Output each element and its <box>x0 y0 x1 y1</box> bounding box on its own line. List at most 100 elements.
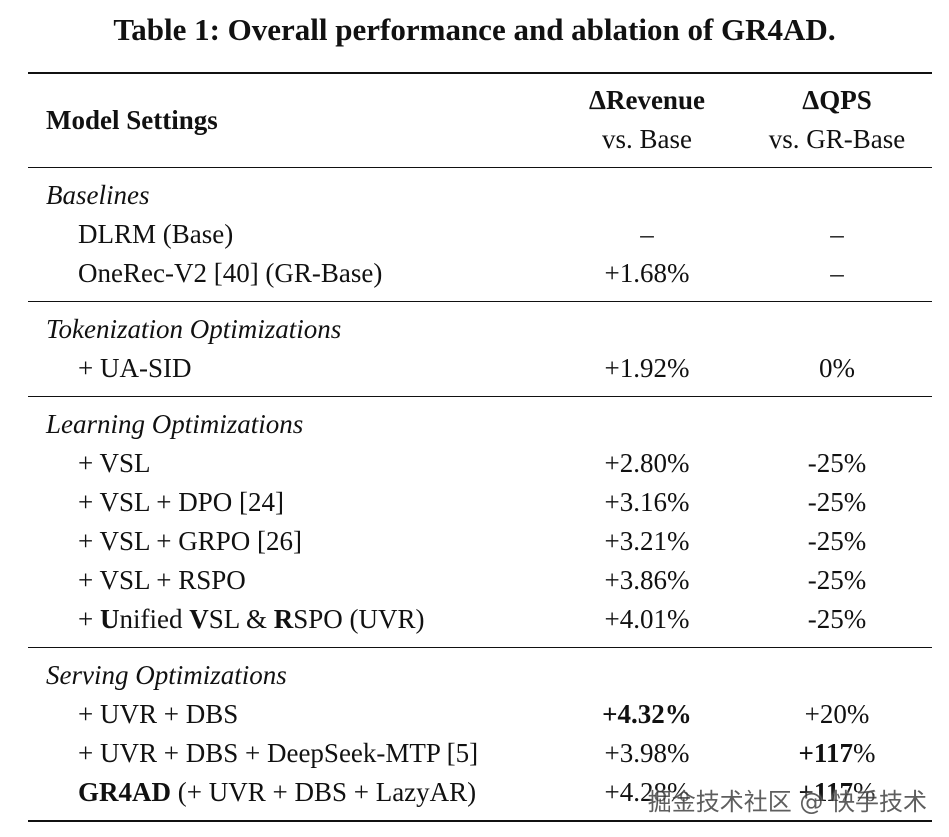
model-cell: OneRec-V2 [40] (GR-Base) <box>28 254 552 302</box>
model-cell: GR4AD (+ UVR + DBS + LazyAR) <box>28 773 552 821</box>
value-cell: – <box>742 254 932 302</box>
cell-text: (+ UVR + DBS + LazyAR) <box>171 776 477 807</box>
table-section: Serving Optimizations + UVR + DBS +4.32% +2… <box>28 647 932 821</box>
value-cell: +3.16% <box>552 483 742 522</box>
table-row: OneRec-V2 [40] (GR-Base) +1.68% – <box>28 254 932 302</box>
cell-text: % <box>852 737 876 768</box>
cell-text: 0% <box>819 352 855 383</box>
model-cell: + VSL + GRPO [26] <box>28 522 552 561</box>
table: Model Settings ΔRevenue vs. Base ΔQPS vs. … <box>28 72 932 822</box>
cell-text: +4.01% <box>604 603 690 634</box>
table-row: + UA-SID +1.92% 0% <box>28 349 932 397</box>
model-cell: + UA-SID <box>28 349 552 397</box>
table-header: Model Settings ΔRevenue vs. Base ΔQPS vs. … <box>28 73 932 167</box>
section-name: Baselines <box>46 179 150 210</box>
cell-text: -25% <box>807 564 867 595</box>
cell-text: – <box>640 218 654 249</box>
section-row: Baselines <box>28 167 932 215</box>
cell-text: DLRM (Base) <box>78 218 234 249</box>
table-section: Baselines DLRM (Base) – – OneRec-V2 [40] (GR… <box>28 167 932 301</box>
header-reference: vs. GR-Base <box>768 124 906 155</box>
cell-text: GR4AD <box>78 776 171 807</box>
value-cell: +117% <box>742 734 932 773</box>
table-row: + VSL + RSPO +3.86% -25% <box>28 561 932 600</box>
value-cell: -25% <box>742 444 932 483</box>
header-metric: ΔQPS <box>802 85 872 116</box>
value-cell: – <box>552 215 742 254</box>
cell-text: + UA-SID <box>78 352 192 383</box>
value-cell: +4.01% <box>552 600 742 648</box>
header-cell: ΔQPS vs. GR-Base <box>742 73 932 167</box>
header-reference: vs. Base <box>602 124 692 155</box>
cell-text: – <box>830 218 844 249</box>
cell-text: + <box>78 603 100 634</box>
table-section: Tokenization Optimizations + UA-SID +1.92%… <box>28 301 932 396</box>
table-row: + VSL + GRPO [26] +3.21% -25% <box>28 522 932 561</box>
cell-text: + VSL + RSPO <box>78 564 246 595</box>
table-row: GR4AD (+ UVR + DBS + LazyAR) +4.28% +117% <box>28 773 932 821</box>
header-metric: ΔRevenue <box>589 85 705 116</box>
cell-text: V <box>189 603 209 634</box>
cell-text: +3.86% <box>604 564 690 595</box>
value-cell: -25% <box>742 483 932 522</box>
cell-text: + UVR + DBS + DeepSeek-MTP [5] <box>78 737 479 768</box>
cell-text: -25% <box>807 603 867 634</box>
value-cell: +4.32% <box>552 695 742 734</box>
model-cell: DLRM (Base) <box>28 215 552 254</box>
value-cell: +1.68% <box>552 254 742 302</box>
cell-text: % <box>852 776 876 807</box>
value-cell: +20% <box>742 695 932 734</box>
cell-text: U <box>99 603 120 634</box>
header-cell: Model Settings <box>46 104 218 135</box>
cell-text: R <box>273 603 294 634</box>
value-cell: -25% <box>742 561 932 600</box>
model-cell: + VSL + RSPO <box>28 561 552 600</box>
value-cell: 0% <box>742 349 932 397</box>
cell-text: + VSL + GRPO [26] <box>78 525 302 556</box>
cell-text: SPO (UVR) <box>293 603 425 634</box>
cell-text: +1.68% <box>604 257 690 288</box>
model-cell: + VSL <box>28 444 552 483</box>
value-cell: – <box>742 215 932 254</box>
cell-text: +3.98% <box>604 737 690 768</box>
cell-text: + VSL <box>78 447 151 478</box>
section-row: Learning Optimizations <box>28 396 932 444</box>
header-row: Model Settings ΔRevenue vs. Base ΔQPS vs. … <box>28 73 932 167</box>
cell-text: +20% <box>804 698 870 729</box>
cell-text: -25% <box>807 525 867 556</box>
cell-text: + VSL + DPO [24] <box>78 486 284 517</box>
header-cell: ΔRevenue vs. Base <box>552 73 742 167</box>
cell-text: SL & <box>208 603 274 634</box>
model-cell: + Unified VSL & RSPO (UVR) <box>28 600 552 648</box>
cell-text: OneRec-V2 [40] (GR-Base) <box>78 257 383 288</box>
cell-text: nified <box>119 603 190 634</box>
cell-text: +4.32% <box>602 698 692 729</box>
table-row: + UVR + DBS +4.32% +20% <box>28 695 932 734</box>
cell-text: +4.28% <box>604 776 690 807</box>
cell-text: + UVR + DBS <box>78 698 239 729</box>
value-cell: -25% <box>742 522 932 561</box>
cell-text: -25% <box>807 486 867 517</box>
value-cell: +2.80% <box>552 444 742 483</box>
cell-text: +3.16% <box>604 486 690 517</box>
model-cell: + VSL + DPO [24] <box>28 483 552 522</box>
cell-text: +1.92% <box>604 352 690 383</box>
cell-text: – <box>830 257 844 288</box>
section-name: Tokenization Optimizations <box>46 313 342 344</box>
table-row: + VSL +2.80% -25% <box>28 444 932 483</box>
table-section: Learning Optimizations + VSL +2.80% -25% + V… <box>28 396 932 647</box>
table-row: + Unified VSL & RSPO (UVR) +4.01% -25% <box>28 600 932 648</box>
cell-text: -25% <box>807 447 867 478</box>
cell-text: +3.21% <box>604 525 690 556</box>
value-cell: +3.98% <box>552 734 742 773</box>
table-row: DLRM (Base) – – <box>28 215 932 254</box>
cell-text: +117 <box>798 737 853 768</box>
table-title: Table 1: Overall performance and ablatio… <box>113 12 836 47</box>
cell-text: +117 <box>798 776 853 807</box>
value-cell: +117% <box>742 773 932 821</box>
model-cell: + UVR + DBS <box>28 695 552 734</box>
value-cell: -25% <box>742 600 932 648</box>
value-cell: +4.28% <box>552 773 742 821</box>
section-name: Serving Optimizations <box>46 659 287 690</box>
